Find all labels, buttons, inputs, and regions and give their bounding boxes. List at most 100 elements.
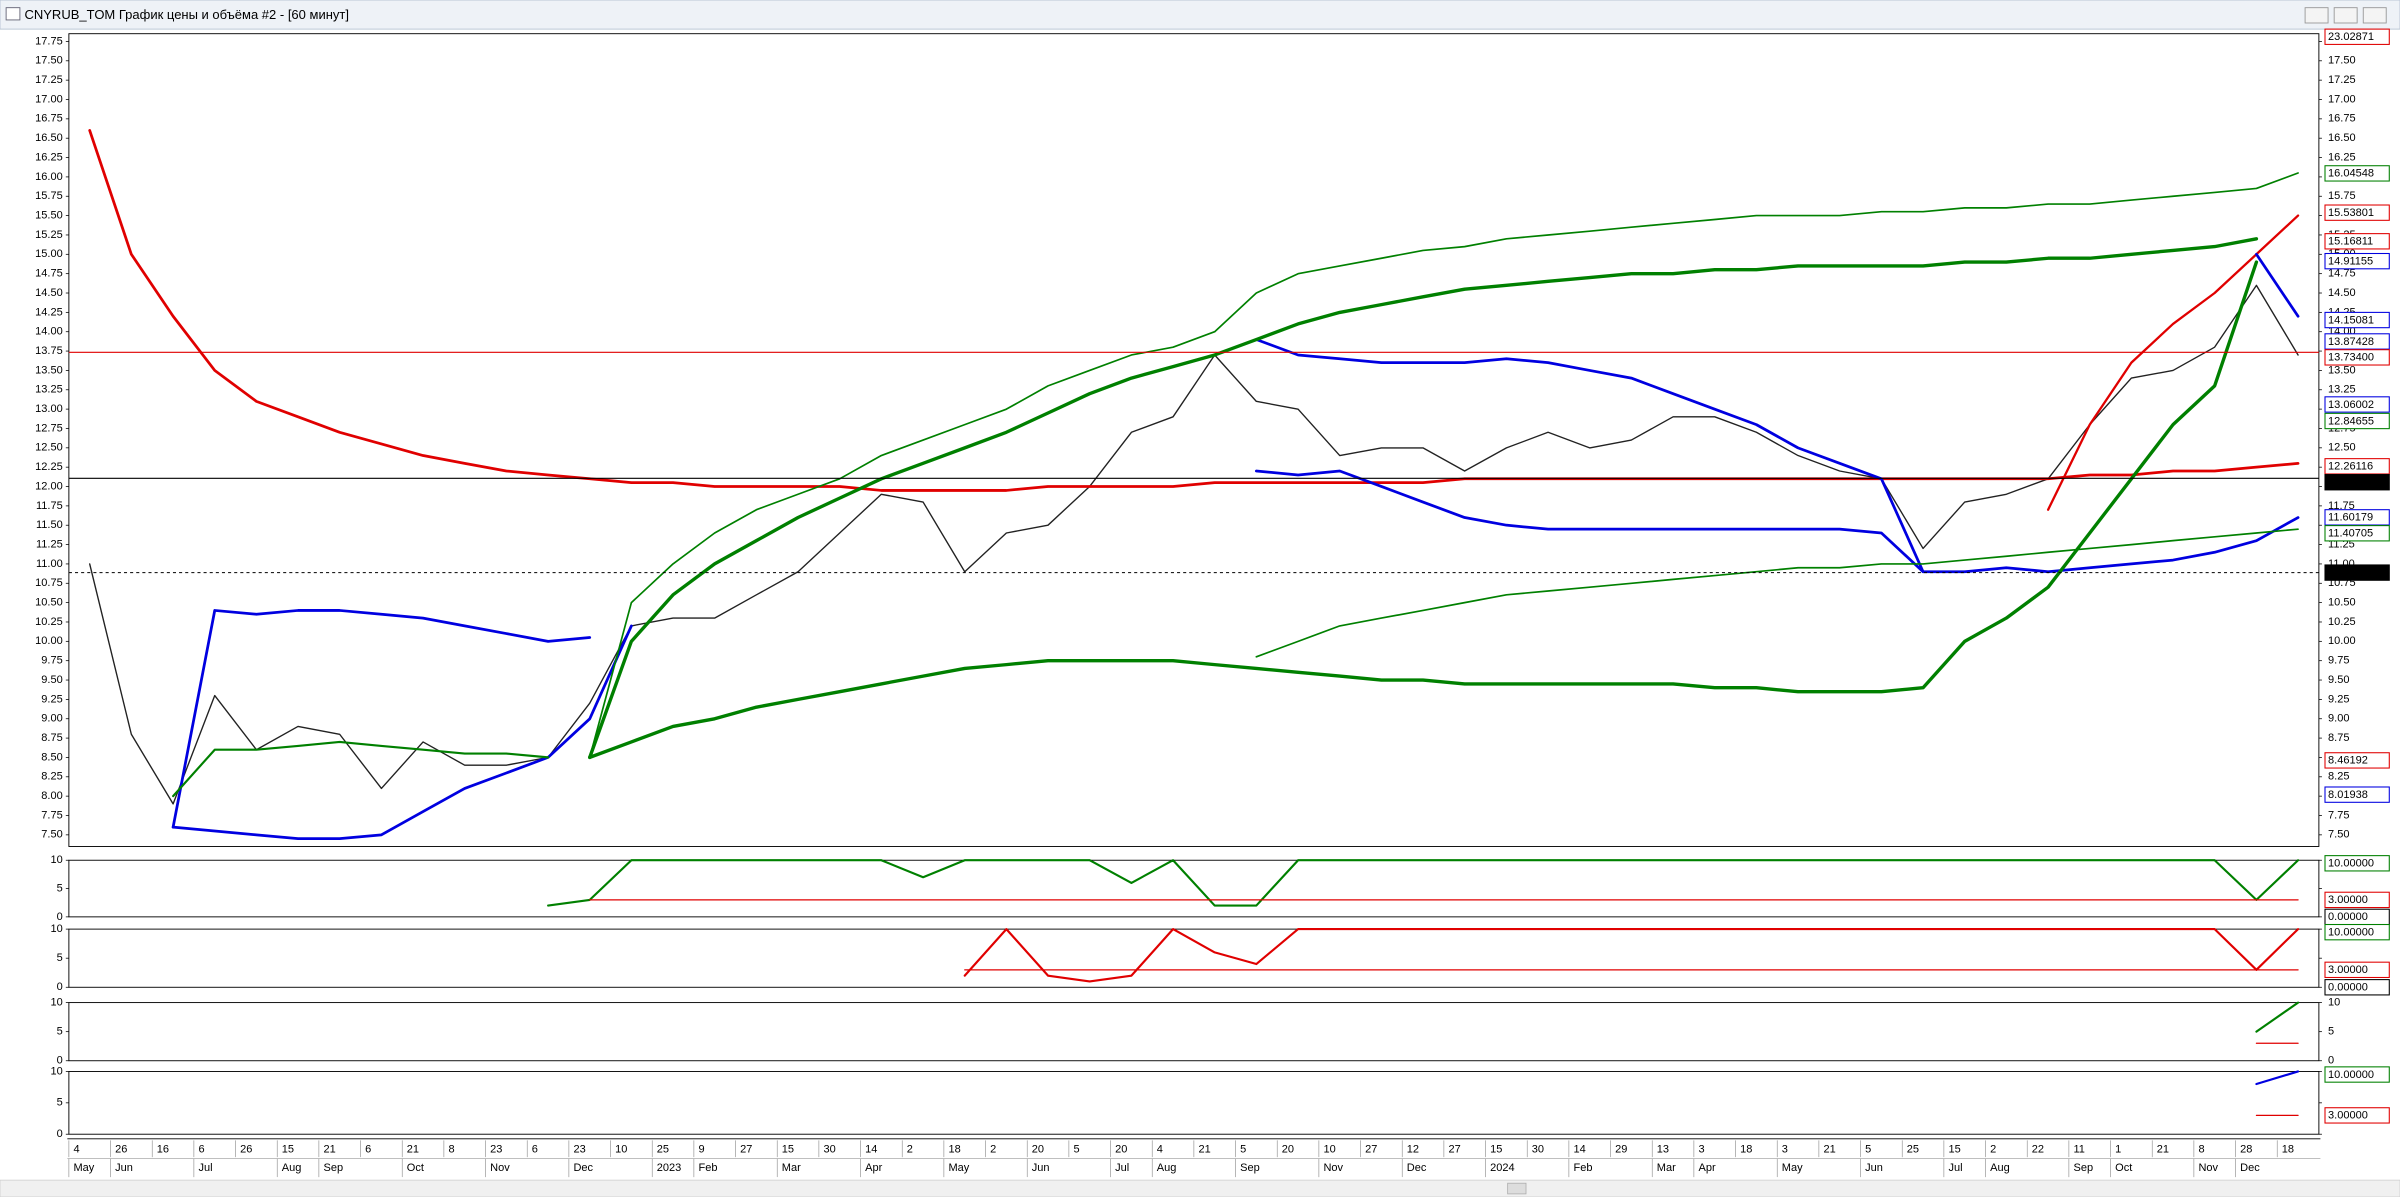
x-tick-label: 13 <box>1657 1143 1669 1155</box>
x-tick-label: 2 <box>1990 1143 1996 1155</box>
price-label-box <box>2324 923 2390 941</box>
y-tick-label: 11.00 <box>36 558 63 570</box>
x-month-label: Jul <box>1115 1162 1129 1174</box>
x-month-label: Jul <box>198 1162 212 1174</box>
x-month-label: Jul <box>1948 1162 1962 1174</box>
x-tick-label: 25 <box>1907 1143 1919 1155</box>
price-label: 12.84655 <box>2328 415 2374 427</box>
price-label-box <box>2324 333 2390 350</box>
y-tick-label-right: 13.25 <box>2328 384 2356 396</box>
x-tick-label: 20 <box>1115 1143 1127 1155</box>
x-tick-label: 20 <box>1282 1143 1294 1155</box>
x-tick-label: 21 <box>1823 1143 1835 1155</box>
x-tick-label: 14 <box>1573 1143 1585 1155</box>
series-line <box>588 172 2299 759</box>
x-tick-label: 22 <box>2032 1143 2044 1155</box>
x-tick-label: 9 <box>698 1143 704 1155</box>
y-tick-label: 17.75 <box>35 35 63 47</box>
minimize-button[interactable] <box>2304 7 2329 24</box>
close-button[interactable] <box>2362 7 2387 24</box>
y-tick-label: 5 <box>57 1097 63 1109</box>
x-tick-label: 11 <box>2073 1143 2084 1155</box>
x-tick-label: 20 <box>1032 1143 1044 1155</box>
y-tick-label-right: 14.75 <box>2328 268 2356 280</box>
x-tick-label: 3 <box>1698 1143 1704 1155</box>
x-tick-label: 6 <box>532 1143 538 1155</box>
x-month-label: Aug <box>1157 1162 1177 1174</box>
scrollbar[interactable] <box>0 1179 2400 1197</box>
series-line <box>1254 338 1925 574</box>
series-line <box>963 928 2300 983</box>
y-tick-label-right: 0 <box>2328 1055 2334 1067</box>
price-label: 11.60179 <box>2328 512 2373 524</box>
x-month-label: Dec <box>2240 1162 2260 1174</box>
x-month-label: Jun <box>1865 1162 1883 1174</box>
price-label-box <box>2324 252 2390 270</box>
x-tick-label: 25 <box>657 1143 669 1155</box>
y-tick-label: 16.25 <box>35 151 63 163</box>
x-month-label: Apr <box>1698 1162 1715 1174</box>
y-tick-label: 11.50 <box>36 519 63 531</box>
price-label-box <box>2324 961 2390 979</box>
x-month-label: 2023 <box>657 1162 682 1174</box>
x-month-label: Dec <box>1407 1162 1427 1174</box>
y-tick-label: 10 <box>50 996 62 1008</box>
y-tick-label: 11.75 <box>36 500 63 512</box>
y-tick-label: 8.25 <box>41 771 62 783</box>
x-month-label: May <box>1782 1162 1803 1174</box>
scroll-thumb[interactable] <box>1507 1182 1527 1195</box>
x-tick-label: 28 <box>2240 1143 2252 1155</box>
price-label: 14.91155 <box>2328 256 2373 268</box>
x-month-label: Nov <box>2198 1162 2218 1174</box>
x-month-label: Aug <box>1990 1162 2010 1174</box>
price-label-box <box>2324 979 2390 996</box>
title-bar <box>0 0 2400 30</box>
y-tick-label: 10 <box>50 1065 62 1077</box>
x-tick-label: 14 <box>865 1143 877 1155</box>
y-tick-label: 5 <box>57 882 63 894</box>
x-tick-label: 5 <box>1865 1143 1871 1155</box>
price-label: 11.40705 <box>2328 528 2373 540</box>
y-tick-label-right: 8.75 <box>2328 732 2349 744</box>
y-tick-label: 15.50 <box>35 210 63 222</box>
x-month-label: Nov <box>1323 1162 1343 1174</box>
y-tick-label: 5 <box>57 1026 63 1038</box>
x-month-label: May <box>73 1162 94 1174</box>
y-tick-label: 0 <box>57 981 63 993</box>
series-line <box>1254 469 2300 574</box>
y-tick-label: 13.25 <box>35 384 63 396</box>
x-tick-label: 15 <box>1948 1143 1960 1155</box>
price-label: 8.46192 <box>2328 755 2368 767</box>
y-tick-label-right: 17.25 <box>2328 74 2356 86</box>
price-label-box <box>2324 396 2390 413</box>
y-tick-label: 13.50 <box>35 364 63 376</box>
y-tick-label-right: 7.75 <box>2328 809 2349 821</box>
price-label: 3.00000 <box>2328 964 2368 976</box>
window-icon <box>5 7 21 21</box>
y-tick-label-right: 16.75 <box>2328 113 2356 125</box>
series-line <box>2255 1070 2300 1086</box>
y-tick-label: 7.75 <box>41 809 62 821</box>
y-tick-label-right: 16.50 <box>2328 132 2356 144</box>
x-month-label: Dec <box>573 1162 593 1174</box>
x-tick-label: 1 <box>2115 1143 2121 1155</box>
y-tick-label: 16.00 <box>35 171 63 183</box>
price-label-box <box>2324 204 2390 221</box>
x-tick-label: 12 <box>1407 1143 1419 1155</box>
x-month-label: Oct <box>2115 1162 2132 1174</box>
y-tick-label: 17.25 <box>35 74 63 86</box>
price-label-box <box>2324 474 2390 491</box>
x-tick-label: 21 <box>1198 1143 1210 1155</box>
y-tick-label: 14.75 <box>35 268 63 280</box>
y-tick-label-right: 9.00 <box>2328 713 2349 725</box>
x-tick-label: 5 <box>1240 1143 1246 1155</box>
series-line <box>89 284 2299 805</box>
y-tick-label: 9.00 <box>41 713 62 725</box>
y-tick-label: 17.00 <box>35 93 63 105</box>
x-tick-label: 4 <box>1157 1143 1163 1155</box>
price-label-box <box>2324 28 2390 45</box>
price-label-box <box>2324 786 2390 803</box>
x-tick-label: 18 <box>2282 1143 2294 1155</box>
x-month-label: Aug <box>282 1162 302 1174</box>
maximize-button[interactable] <box>2333 7 2358 24</box>
